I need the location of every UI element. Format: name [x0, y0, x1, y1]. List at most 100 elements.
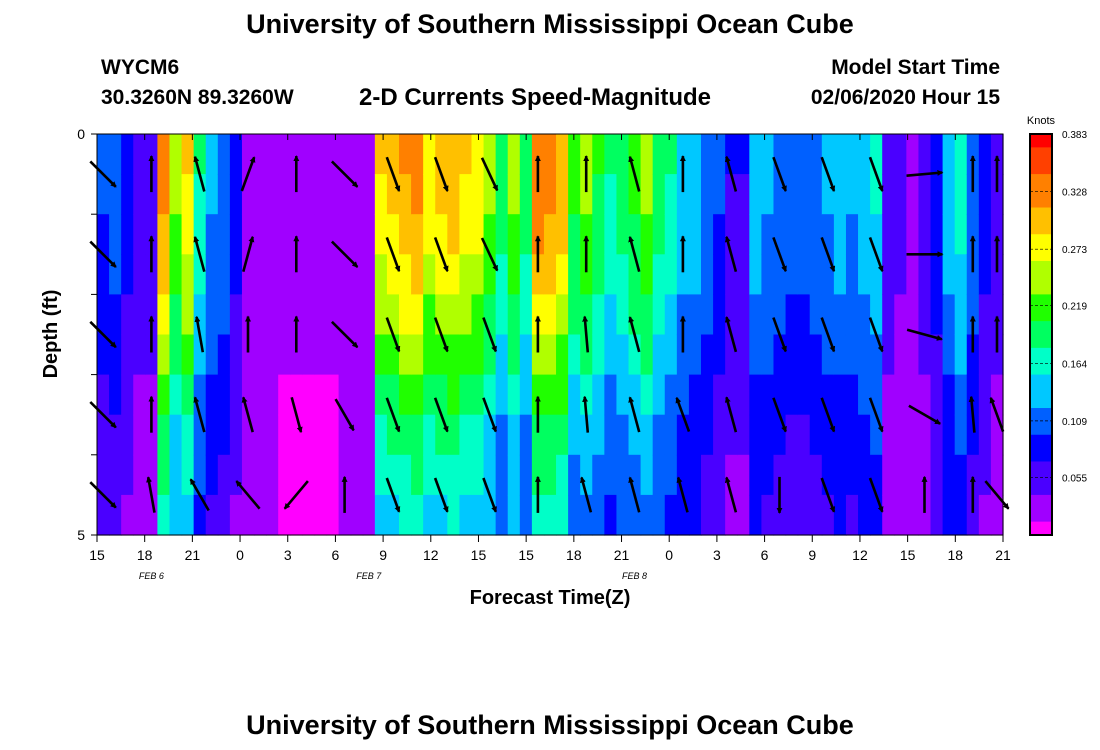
- heatmap-cell: [362, 174, 376, 215]
- heatmap-cell: [145, 134, 158, 175]
- heatmap-cell: [725, 454, 738, 496]
- heatmap-cell: [676, 174, 690, 215]
- heatmap-cell: [326, 374, 340, 416]
- heatmap-cell: [399, 174, 412, 215]
- current-vector: [724, 155, 738, 192]
- heatmap-cell: [386, 254, 400, 295]
- heatmap-cell: [640, 214, 654, 255]
- heatmap-cell: [604, 214, 618, 255]
- x-tick-label: 0: [665, 547, 673, 563]
- colorbar-tick-label: 0.055: [1062, 473, 1087, 484]
- heatmap-cell: [713, 334, 726, 376]
- heatmap-cell: [688, 374, 702, 416]
- heatmap-cell: [978, 494, 992, 536]
- heatmap-cell: [217, 174, 231, 215]
- colorbar-segment: [1030, 421, 1052, 429]
- heatmap-cell: [676, 214, 690, 255]
- heatmap-cell: [241, 374, 255, 416]
- heatmap-cell: [954, 254, 968, 295]
- heatmap-cell: [266, 454, 279, 496]
- heatmap-cell: [664, 214, 678, 255]
- heatmap-cell: [326, 174, 340, 215]
- heatmap-cell: [568, 214, 581, 255]
- heatmap-cell: [761, 334, 775, 376]
- heatmap-cell: [725, 494, 738, 536]
- heatmap-cell: [737, 454, 750, 496]
- x-tick-label: 3: [284, 547, 292, 563]
- heatmap-cell: [749, 374, 762, 416]
- heatmap-cell: [966, 134, 980, 175]
- heatmap-cell: [543, 454, 557, 496]
- current-vector: [193, 155, 206, 192]
- heatmap-cell: [290, 454, 303, 496]
- model-start-value: 02/06/2020 Hour 15: [810, 86, 1000, 109]
- heatmap-cell: [568, 294, 581, 336]
- heatmap-cell: [121, 174, 134, 215]
- heatmap-cell: [942, 414, 956, 456]
- heatmap-cell: [471, 334, 485, 376]
- heatmap-cell: [507, 214, 521, 255]
- heatmap-cell: [435, 254, 448, 295]
- current-vector: [628, 155, 641, 192]
- heatmap-cell: [338, 494, 352, 536]
- heatmap-cell: [797, 254, 811, 295]
- heatmap-cell: [121, 134, 134, 175]
- current-vector: [330, 320, 359, 349]
- heatmap-cell: [217, 134, 231, 175]
- heatmap-cell: [749, 454, 762, 496]
- heatmap-cell: [918, 254, 932, 295]
- heatmap-cell: [483, 454, 497, 496]
- heatmap-cell: [459, 334, 473, 376]
- colorbar-segment: [1030, 140, 1052, 148]
- heatmap-cell: [459, 174, 473, 215]
- heatmap-cell: [737, 374, 750, 416]
- heatmap-cell: [858, 374, 871, 416]
- heatmap-cell: [797, 494, 811, 536]
- heatmap-cell: [954, 374, 968, 416]
- heatmap-cell: [399, 214, 412, 255]
- heatmap-cell: [241, 494, 255, 536]
- heatmap-cell: [809, 494, 823, 536]
- heatmap-cell: [411, 374, 424, 416]
- heatmap-cell: [954, 334, 968, 376]
- colorbar-segment: [1030, 468, 1052, 476]
- current-vector: [235, 480, 261, 510]
- heatmap-cell: [362, 134, 376, 175]
- heatmap-cell: [701, 294, 714, 336]
- heatmap-cell: [266, 254, 279, 295]
- heatmap-cell: [640, 374, 654, 416]
- heatmap-cell: [821, 494, 835, 536]
- heatmap-cell: [181, 334, 195, 376]
- heatmap-cell: [169, 134, 183, 175]
- heatmap-cell: [314, 374, 328, 416]
- current-vector: [385, 156, 401, 192]
- heatmap-cell: [797, 294, 811, 336]
- heatmap-cell: [749, 414, 762, 456]
- heatmap-cell: [580, 174, 593, 215]
- current-vector: [772, 317, 787, 353]
- station-id: WYCM6: [101, 56, 180, 79]
- heatmap-cell: [966, 174, 980, 215]
- heatmap-cell: [531, 414, 545, 456]
- heatmap-cell: [543, 494, 557, 536]
- current-vector: [628, 316, 641, 353]
- current-vector: [241, 396, 254, 433]
- heatmap-cell: [411, 134, 424, 175]
- heatmap-cell: [205, 254, 219, 295]
- heatmap-cell: [894, 414, 907, 456]
- heatmap-cell: [604, 254, 618, 295]
- heatmap-cell: [483, 134, 497, 175]
- heatmap-cell: [821, 174, 835, 215]
- heatmap-cell: [302, 494, 316, 536]
- heatmap-cell: [978, 214, 992, 255]
- current-vector: [480, 157, 499, 192]
- heatmap-cell: [966, 454, 980, 496]
- heatmap-cell: [652, 174, 666, 215]
- heatmap-cell: [314, 494, 328, 536]
- heatmap-cell: [290, 494, 303, 536]
- heatmap-cell: [205, 454, 219, 496]
- heatmap-cell: [447, 494, 460, 536]
- heatmap-cell: [411, 334, 424, 376]
- heatmap-cell: [930, 334, 944, 376]
- heatmap-cell: [616, 254, 630, 295]
